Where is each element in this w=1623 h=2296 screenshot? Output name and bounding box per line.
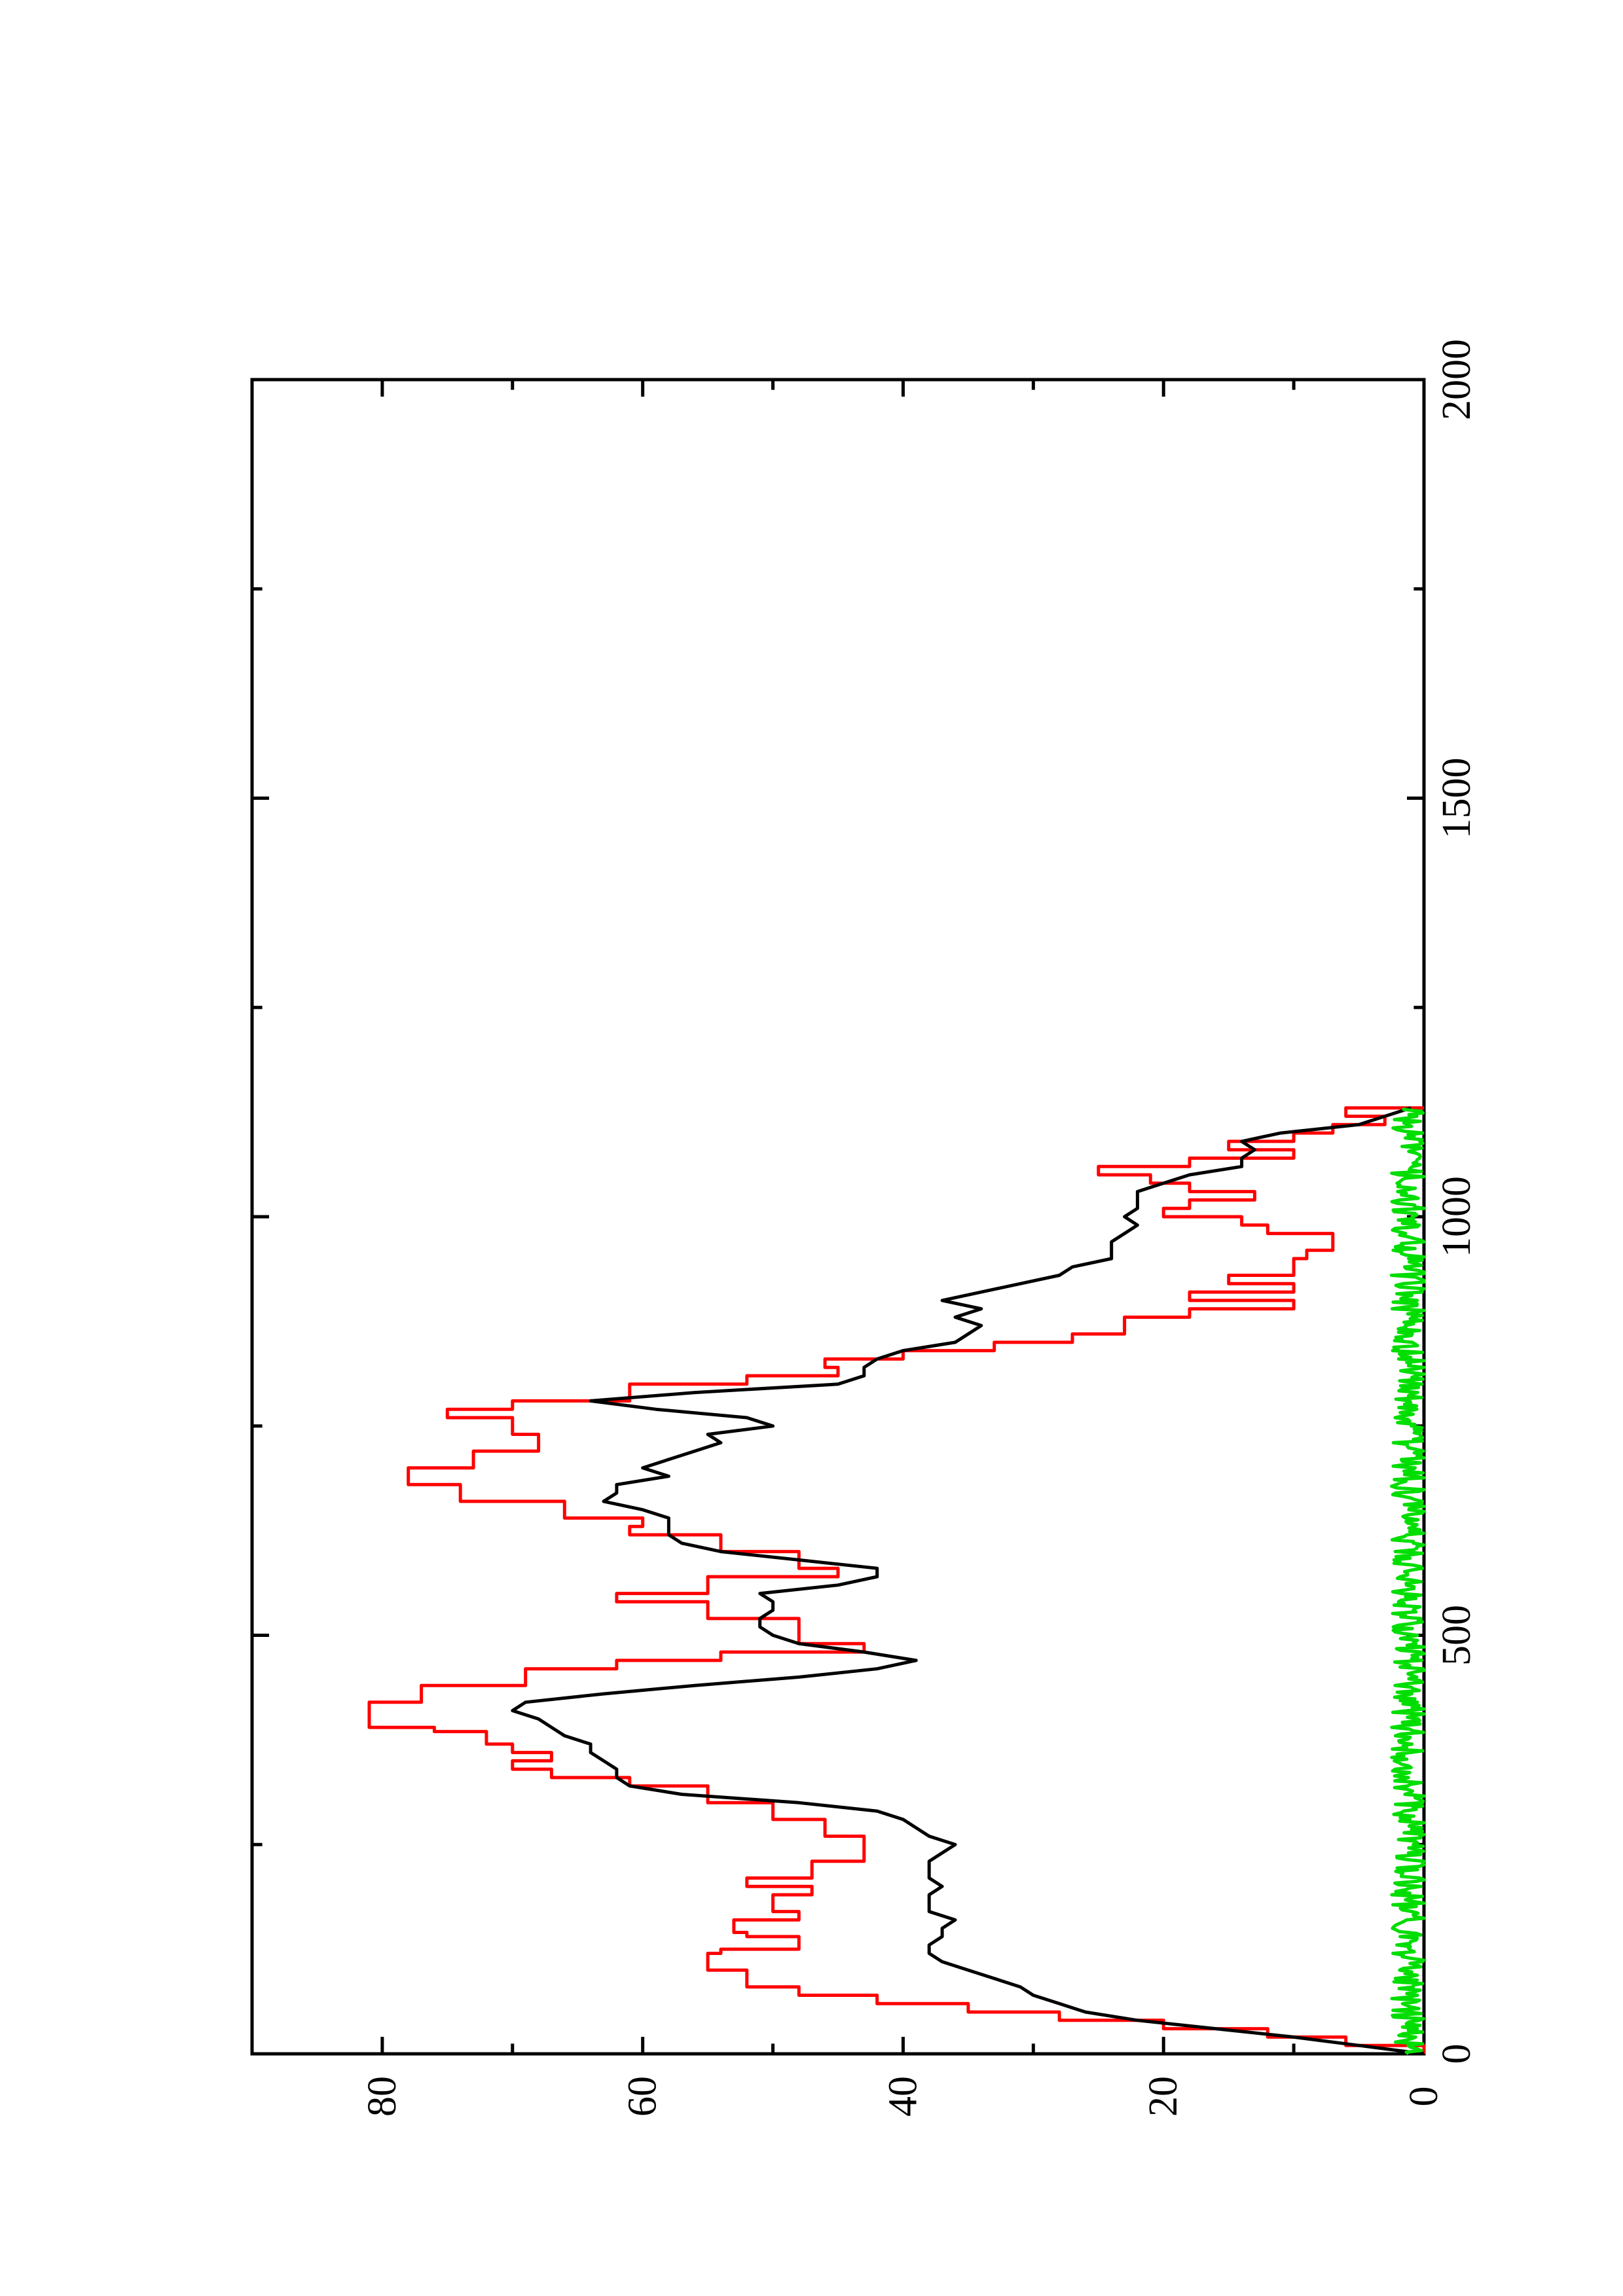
x-tick-label: 1500 <box>1434 758 1479 839</box>
y-tick-label: 20 <box>1141 2076 1186 2117</box>
x-tick-label: 1000 <box>1434 1176 1479 1257</box>
series-line-0 <box>367 1106 1426 2054</box>
x-tick-label: 0 <box>1434 2044 1479 2064</box>
y-tick-label: 0 <box>1402 2087 1446 2107</box>
series-line-2 <box>1389 1107 1426 2056</box>
x-tick-label: 500 <box>1434 1605 1479 1666</box>
x-tick-label: 2000 <box>1434 339 1479 420</box>
series-line-1 <box>511 1106 1425 2056</box>
plot-frame <box>250 378 1426 2056</box>
y-tick-label: 40 <box>881 2076 925 2117</box>
y-tick-label: 60 <box>621 2076 665 2117</box>
y-tick-label: 80 <box>360 2076 405 2117</box>
